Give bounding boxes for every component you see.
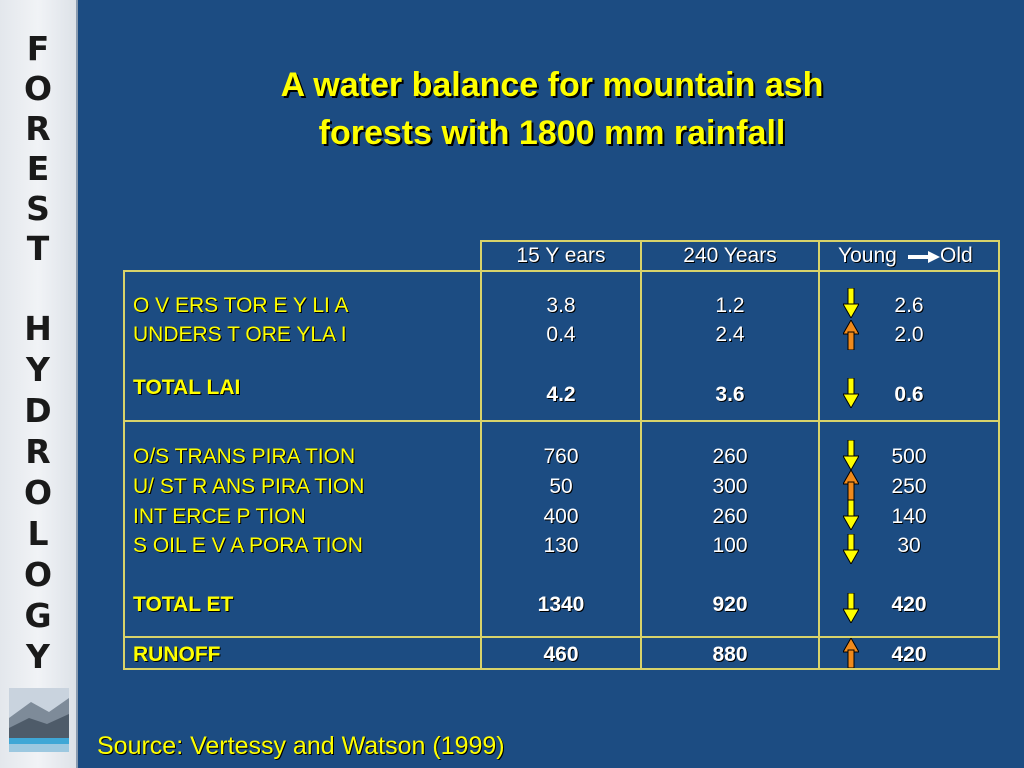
cell-value: 4.2: [546, 383, 576, 406]
sidebar-letter: E: [26, 149, 50, 188]
sidebar-letter: R: [25, 109, 51, 148]
row-label-soil-evaporation: S OIL E V A PORA TION: [133, 534, 363, 557]
column-header-15-years: 15 Y ears: [516, 244, 606, 267]
cell-value: 880: [712, 643, 748, 666]
source-citation: Source: Vertessy and Watson (1999): [97, 732, 505, 760]
sidebar-letter: F: [26, 29, 50, 68]
row-label-us-transpiration: U/ ST R ANS PIRA TION: [133, 475, 365, 498]
column-divider: [480, 270, 482, 670]
column-divider: [640, 240, 642, 670]
column-header-young: Young: [838, 244, 897, 267]
change-value: 140: [891, 505, 927, 528]
down-arrow-icon: [843, 500, 859, 530]
up-arrow-icon: [843, 470, 859, 500]
cell-value: 1.2: [715, 294, 745, 317]
cell-value: 260: [712, 505, 748, 528]
change-value: 0.6: [894, 383, 924, 406]
change-value: 30: [897, 534, 921, 557]
cell-value: 100: [712, 534, 748, 557]
change-value: 2.6: [894, 294, 924, 317]
row-label-total-et: TOTAL ET: [133, 593, 234, 616]
sidebar-letter: G: [24, 596, 52, 635]
sidebar-letter: O: [23, 473, 53, 512]
landscape-logo-icon: [9, 688, 69, 752]
cell-value: 50: [549, 475, 573, 498]
sidebar-letter: T: [26, 229, 50, 268]
cell-value: 920: [712, 593, 748, 616]
row-label-os-transpiration: O/S TRANS PIRA TION: [133, 445, 356, 468]
sidebar-letter: H: [24, 309, 52, 348]
down-arrow-icon: [843, 534, 859, 564]
cell-value: 3.6: [715, 383, 745, 406]
up-arrow-icon: [843, 638, 859, 668]
change-value: 420: [891, 593, 927, 616]
row-label-runoff: RUNOFF: [133, 643, 221, 666]
sidebar-letter: D: [24, 391, 52, 430]
sidebar-letter: Y: [26, 350, 50, 389]
row-label-interception: INT ERCE P TION: [133, 505, 306, 528]
down-arrow-icon: [843, 593, 859, 623]
right-arrow-icon: [908, 251, 940, 263]
sidebar-letter: O: [23, 555, 53, 594]
up-arrow-icon: [843, 320, 859, 350]
table-body-frame: [123, 270, 1000, 670]
down-arrow-icon: [843, 440, 859, 470]
row-label-total-lai: TOTAL LAI: [133, 376, 241, 399]
cell-value: 1340: [537, 593, 585, 616]
page-title-line-1: A water balance for mountain ash: [280, 66, 824, 104]
change-value: 2.0: [894, 323, 924, 346]
cell-value: 300: [712, 475, 748, 498]
change-value: 500: [891, 445, 927, 468]
change-value: 420: [891, 643, 927, 666]
sidebar-letter: Y: [26, 637, 50, 676]
row-label-understorey-lai: UNDERS T ORE YLA I: [133, 323, 347, 346]
cell-value: 2.4: [715, 323, 745, 346]
sidebar-letter: S: [26, 189, 50, 228]
column-header-240-years: 240 Years: [683, 244, 777, 267]
cell-value: 0.4: [546, 323, 576, 346]
page-title-line-2: forests with 1800 mm rainfall: [318, 114, 786, 152]
column-header-old: Old: [940, 244, 973, 267]
cell-value: 3.8: [546, 294, 576, 317]
cell-value: 260: [712, 445, 748, 468]
section-divider: [123, 636, 1000, 638]
down-arrow-icon: [843, 288, 859, 318]
change-value: 250: [891, 475, 927, 498]
cell-value: 760: [543, 445, 579, 468]
row-label-overstorey-lai: O V ERS TOR E Y LI A: [133, 294, 349, 317]
cell-value: 400: [543, 505, 579, 528]
sidebar-letter: R: [25, 432, 51, 471]
sidebar: F O R E S T H Y D R O L O G Y: [0, 0, 78, 768]
sidebar-letter: L: [27, 514, 49, 553]
column-divider: [818, 240, 820, 670]
cell-value: 460: [543, 643, 579, 666]
section-divider: [123, 420, 1000, 422]
down-arrow-icon: [843, 378, 859, 408]
cell-value: 130: [543, 534, 579, 557]
sidebar-letter: O: [23, 69, 53, 108]
